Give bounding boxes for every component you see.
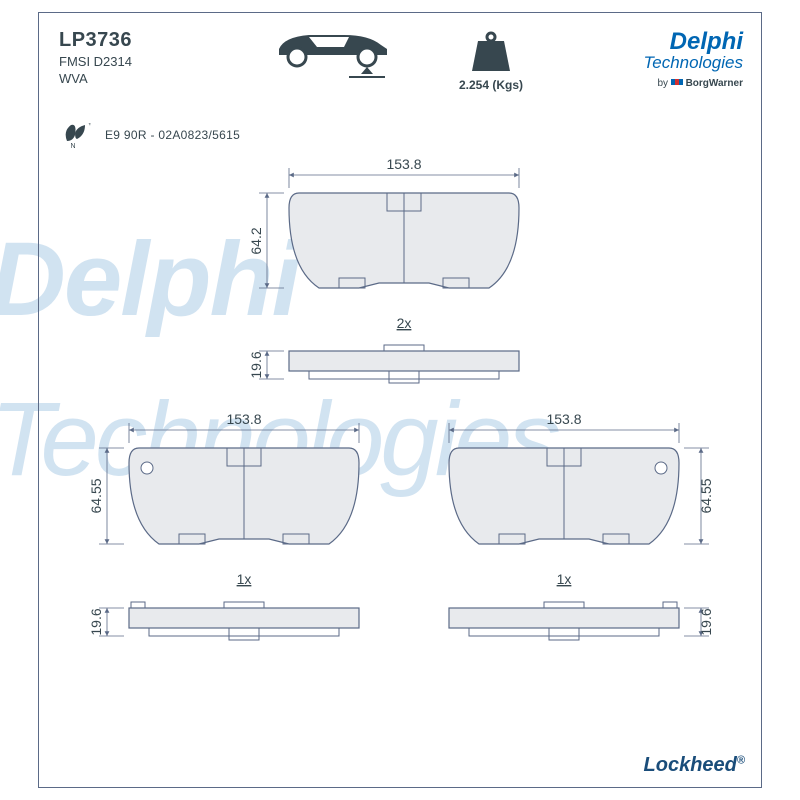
bl-side-h: 19.6 <box>88 608 104 635</box>
brand-subtitle: Technologies <box>643 53 743 73</box>
top-qty: 2x <box>397 315 412 331</box>
brand-name: Delphi <box>643 31 743 53</box>
weight-icon: 2.254 (Kgs) <box>459 31 523 92</box>
top-height: 64.2 <box>248 227 264 254</box>
footer-brand: Lockheed® <box>644 754 745 777</box>
bl-width: 153.8 <box>226 411 261 427</box>
header: LP3736 FMSI D2314 WVA 2.254 (Kgs) Delphi… <box>59 29 743 119</box>
fmsi-code: FMSI D2314 <box>59 54 743 69</box>
technical-drawing: 153.8 64.2 2x 19.6 <box>39 153 763 773</box>
top-side-h: 19.6 <box>248 351 264 378</box>
svg-text:™: ™ <box>88 122 91 129</box>
eco-leaf-icon: N ™ <box>59 121 91 149</box>
top-width: 153.8 <box>386 156 421 172</box>
br-height: 64.55 <box>698 478 714 513</box>
brand-block: Delphi Technologies by BorgWarner <box>643 31 743 89</box>
compliance-text: E9 90R - 02A0823/5615 <box>105 128 240 142</box>
wva-code: WVA <box>59 71 743 86</box>
svg-text:N: N <box>70 143 75 149</box>
compliance-row: N ™ E9 90R - 02A0823/5615 <box>59 121 240 149</box>
br-side-h: 19.6 <box>698 608 714 635</box>
bl-height: 64.55 <box>88 478 104 513</box>
part-number: LP3736 <box>59 29 743 52</box>
car-rear-axle-icon <box>269 27 399 87</box>
br-qty: 1x <box>557 571 572 587</box>
bl-qty: 1x <box>237 571 252 587</box>
weight-value: 2.254 (Kgs) <box>459 78 523 92</box>
drawing-frame: LP3736 FMSI D2314 WVA 2.254 (Kgs) Delphi… <box>38 12 762 788</box>
br-width: 153.8 <box>546 411 581 427</box>
brand-by: by BorgWarner <box>643 77 743 89</box>
